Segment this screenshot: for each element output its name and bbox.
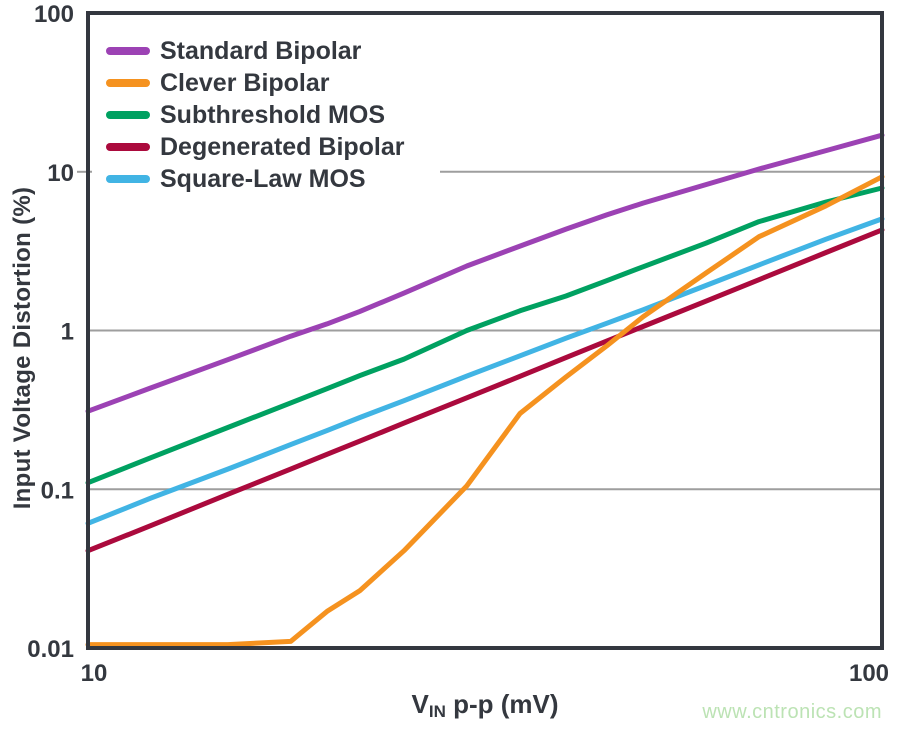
legend: Standard Bipolar Clever Bipolar Subthres… xyxy=(92,30,440,201)
series-line-degenerated-bipolar xyxy=(85,227,885,554)
y-tick-label-0.1: 0.1 xyxy=(41,477,74,504)
x-tick-label-100: 100 xyxy=(849,660,889,687)
legend-label: Clever Bipolar xyxy=(160,68,330,97)
legend-item-clever-bipolar: Clever Bipolar xyxy=(106,67,440,99)
legend-swatch-square-law-mos xyxy=(106,175,150,183)
y-tick-label-1: 1 xyxy=(61,319,74,346)
y-tick-label-10: 10 xyxy=(47,160,74,187)
series-line-subthreshold-mos xyxy=(85,185,885,486)
legend-label: Standard Bipolar xyxy=(160,36,362,65)
legend-swatch-subthreshold-mos xyxy=(106,111,150,119)
y-tick-label-0.01: 0.01 xyxy=(27,636,74,663)
x-axis-title-subscript: IN xyxy=(428,702,446,721)
watermark: www.cntronics.com xyxy=(702,701,882,723)
legend-label: Square-Law MOS xyxy=(160,164,366,193)
legend-swatch-degenerated-bipolar xyxy=(106,143,150,151)
legend-item-subthreshold-mos: Subthreshold MOS xyxy=(106,99,440,131)
y-tick-label-100: 100 xyxy=(34,1,74,28)
legend-swatch-clever-bipolar xyxy=(106,79,150,87)
legend-item-degenerated-bipolar: Degenerated Bipolar xyxy=(106,131,440,163)
y-axis-title: Input Voltage Distortion (%) xyxy=(9,186,36,510)
legend-swatch-standard-bipolar xyxy=(106,47,150,55)
legend-item-square-law-mos: Square-Law MOS xyxy=(106,163,440,195)
x-axis-title: VIN p-p (mV) xyxy=(412,689,559,720)
legend-label: Degenerated Bipolar xyxy=(160,132,405,161)
series-line-clever-bipolar xyxy=(85,174,885,648)
x-tick-label-10: 10 xyxy=(81,660,108,687)
legend-item-standard-bipolar: Standard Bipolar xyxy=(106,35,440,67)
x-axis-title-symbol: V xyxy=(411,689,429,719)
series-line-standard-bipolar xyxy=(85,132,885,414)
x-axis-title-units: p-p (mV) xyxy=(445,689,559,719)
plot-frame xyxy=(86,11,884,650)
legend-label: Subthreshold MOS xyxy=(160,100,385,129)
series-line-square-law-mos xyxy=(85,216,885,526)
